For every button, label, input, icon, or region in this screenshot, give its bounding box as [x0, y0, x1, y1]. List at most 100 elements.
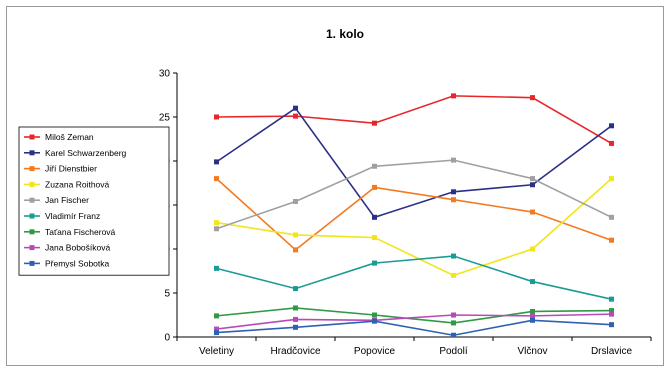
data-point	[372, 120, 377, 126]
data-point	[609, 214, 614, 220]
data-point	[293, 324, 298, 330]
series-2	[214, 176, 614, 253]
data-point	[214, 114, 219, 120]
data-point	[214, 226, 219, 232]
data-point	[372, 184, 377, 190]
legend-marker	[29, 150, 35, 156]
x-tick-label: Podolí	[439, 346, 468, 357]
series-1	[214, 105, 614, 220]
chart-title: 1. kolo	[326, 27, 364, 41]
data-point	[530, 317, 535, 323]
series-6	[214, 305, 614, 326]
data-point	[372, 312, 377, 318]
series-4	[214, 157, 614, 232]
series-line	[216, 178, 613, 277]
legend-marker	[29, 229, 35, 235]
data-point	[293, 113, 298, 119]
data-point	[451, 197, 456, 203]
data-point	[530, 246, 535, 252]
data-point	[293, 198, 298, 204]
data-point	[214, 176, 219, 182]
legend-label: Vladimír Franz	[45, 211, 100, 221]
data-point	[530, 95, 535, 101]
x-tick-label: Hradčovice	[270, 346, 320, 357]
data-point	[451, 332, 456, 338]
legend-label: Jana Bobošíková	[45, 243, 110, 253]
y-tick-label: 5	[164, 289, 170, 300]
series-line	[216, 107, 612, 219]
data-point	[609, 296, 614, 302]
legend-marker	[29, 213, 35, 219]
series-5	[214, 253, 614, 302]
legend-item: Jiří Dienstbier	[24, 164, 97, 174]
data-point	[609, 322, 614, 328]
data-point	[609, 176, 614, 182]
data-point	[214, 159, 219, 165]
chart-frame: 1. kolo 051015202530VeletinyHradčovicePo…	[6, 6, 664, 366]
legend-marker	[29, 181, 35, 187]
data-point	[451, 272, 456, 278]
series-line	[216, 307, 612, 324]
data-point	[293, 286, 298, 292]
x-tick-label: Vlčnov	[517, 346, 547, 357]
data-point	[530, 176, 535, 182]
legend-item: Zuzana Roithová	[24, 179, 110, 189]
legend-box	[18, 126, 170, 276]
data-point	[372, 235, 377, 241]
legend-label: Přemysl Sobotka	[45, 258, 110, 268]
legend-item: Přemysl Sobotka	[24, 258, 110, 268]
legend-marker	[29, 197, 35, 203]
legend-label: Zuzana Roithová	[45, 179, 110, 189]
data-point	[609, 140, 614, 146]
data-point	[530, 313, 535, 319]
data-point	[293, 105, 298, 111]
legend: Miloš Zeman Karel Schwarzenberg Jiří Diens…	[18, 126, 170, 276]
data-point	[293, 232, 298, 238]
legend-label: Karel Schwarzenberg	[45, 148, 127, 158]
legend-label: Miloš Zeman	[45, 132, 94, 142]
series-layer	[214, 93, 614, 338]
series-line	[215, 178, 612, 251]
series-line	[216, 255, 612, 300]
series-line	[216, 95, 612, 145]
y-tick-label: 30	[159, 69, 171, 80]
legend-label: Jiří Dienstbier	[45, 164, 97, 174]
y-tick-label: 0	[164, 333, 170, 344]
line-chart: 1. kolo 051015202530VeletinyHradčovicePo…	[18, 27, 652, 357]
series-0	[214, 93, 614, 146]
data-point	[214, 265, 219, 271]
data-point	[530, 182, 535, 188]
data-point	[451, 320, 456, 326]
legend-marker	[29, 134, 35, 140]
data-point	[214, 313, 219, 319]
data-point	[451, 189, 456, 195]
x-tick-label: Popovice	[354, 346, 396, 357]
legend-item: Jan Fischer	[24, 195, 89, 205]
data-point	[530, 209, 535, 215]
data-point	[293, 316, 298, 322]
x-tick-label: Veletiny	[199, 346, 234, 357]
data-point	[372, 214, 377, 220]
data-point	[214, 326, 219, 332]
legend-label: Jan Fischer	[45, 195, 89, 205]
data-point	[372, 260, 377, 266]
data-point	[609, 237, 614, 243]
data-point	[609, 311, 614, 317]
legend-item: Jana Bobošíková	[24, 243, 110, 253]
data-point	[609, 123, 614, 129]
legend-item: Karel Schwarzenberg	[24, 148, 127, 158]
legend-item: Miloš Zeman	[24, 132, 94, 142]
data-point	[214, 220, 219, 226]
series-8	[214, 317, 614, 338]
data-point	[530, 308, 535, 314]
series-3	[214, 176, 614, 278]
legend-item: Vladimír Franz	[24, 211, 100, 221]
legend-marker	[29, 245, 35, 251]
data-point	[293, 247, 298, 253]
data-point	[293, 305, 298, 311]
data-point	[451, 157, 456, 163]
data-point	[214, 330, 219, 336]
data-point	[609, 308, 614, 314]
data-point	[451, 93, 456, 99]
legend-label: Taťana Fischerová	[45, 227, 116, 237]
